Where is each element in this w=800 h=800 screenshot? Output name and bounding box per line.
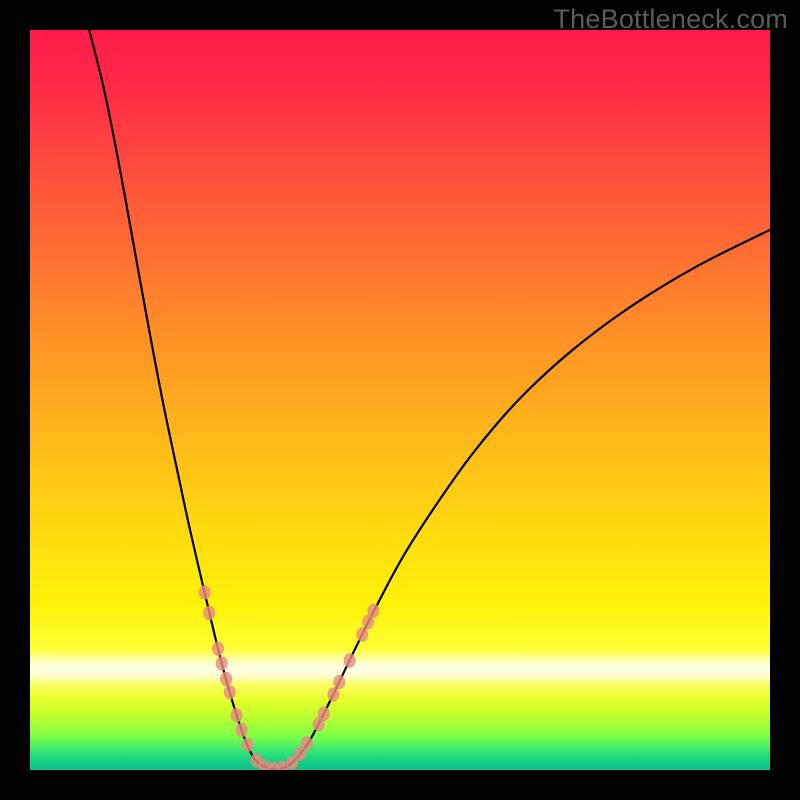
data-marker [367,604,379,618]
data-marker [327,687,339,701]
data-marker [199,585,211,599]
data-marker [301,736,313,750]
data-marker [344,653,356,667]
bottleneck-chart-svg [0,0,800,800]
data-marker [236,723,248,737]
chart-container: TheBottleneck.com [0,0,800,800]
data-marker [216,656,228,670]
data-marker [212,641,224,655]
data-marker [224,685,236,699]
data-marker [220,672,232,686]
data-marker [356,627,368,641]
plot-background-gradient [30,30,770,770]
data-marker [318,707,330,721]
data-marker [242,738,254,752]
data-marker [230,708,242,722]
data-marker [333,675,345,689]
watermark-text: TheBottleneck.com [553,4,788,35]
data-marker [203,606,215,620]
